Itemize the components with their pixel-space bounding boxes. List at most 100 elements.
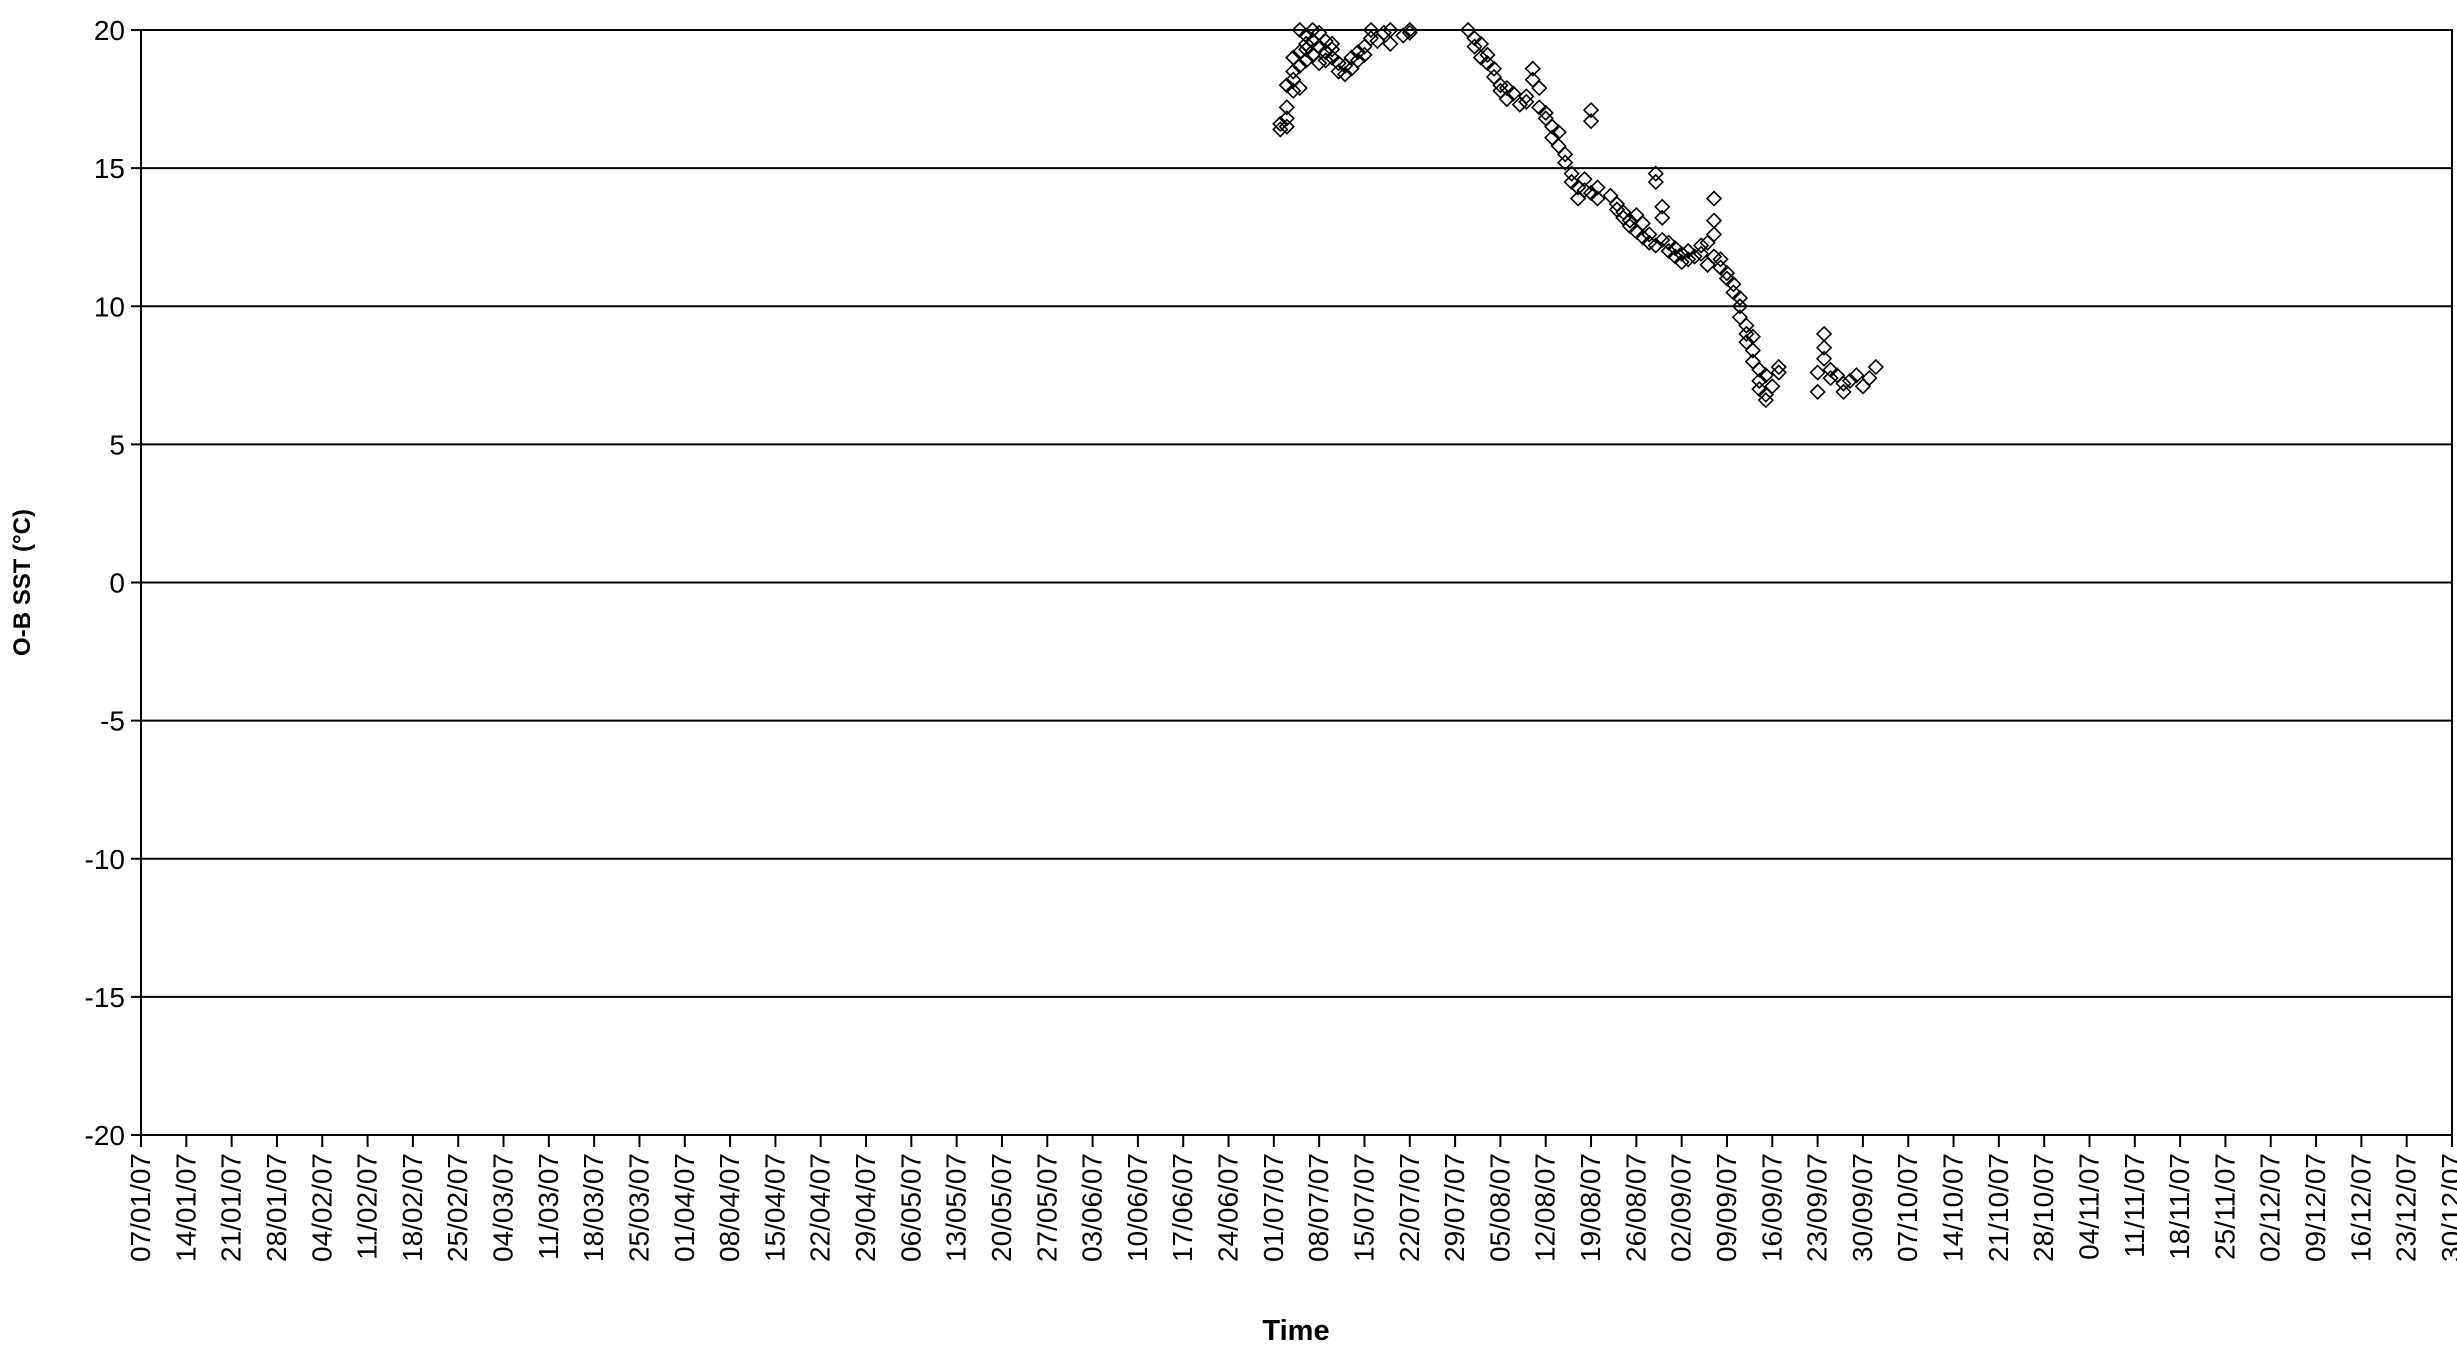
data-point: [1518, 88, 1535, 105]
y-tick-label: 0: [109, 568, 125, 599]
data-point: [1705, 212, 1723, 229]
data-point: [1278, 99, 1295, 116]
data-point: [1815, 325, 1833, 343]
x-tick-label: 10/06/07: [1122, 1153, 1153, 1262]
data-point: [1835, 383, 1852, 401]
data-point: [1362, 21, 1380, 39]
x-tick-label: 25/03/07: [623, 1153, 654, 1262]
data-point: [1524, 60, 1541, 77]
data-point: [1485, 68, 1503, 86]
x-tick-label: 28/10/07: [2028, 1153, 2059, 1262]
data-point: [1485, 60, 1503, 77]
data-point: [1692, 245, 1710, 262]
data-point: [1531, 79, 1548, 97]
x-tick-label: 13/05/07: [941, 1153, 972, 1262]
x-tick-label: 02/12/07: [2255, 1153, 2286, 1262]
x-tick-label: 14/10/07: [1938, 1153, 1969, 1262]
data-point: [1285, 63, 1302, 80]
data-point: [1479, 46, 1496, 63]
x-tick-label: 25/11/07: [2209, 1153, 2240, 1260]
data-point: [1673, 253, 1690, 271]
data-point: [1835, 375, 1852, 392]
x-tick-label: 11/11/07: [2119, 1153, 2150, 1258]
data-point: [1848, 367, 1865, 384]
data-point: [1401, 21, 1418, 39]
y-axis-title: O-B SST (°C): [9, 509, 36, 656]
data-point: [1557, 146, 1574, 163]
data-point: [1589, 190, 1606, 207]
data-point: [1738, 325, 1755, 343]
data-point: [1686, 248, 1703, 265]
data-point: [1317, 52, 1334, 69]
data-point: [1615, 209, 1632, 226]
data-point: [1647, 165, 1664, 182]
x-tick-label: 09/12/07: [2300, 1153, 2331, 1262]
x-tick-label: 18/11/07: [2164, 1153, 2195, 1260]
x-tick-label: 09/09/07: [1711, 1153, 1742, 1262]
data-point: [1705, 226, 1723, 243]
x-tick-label: 18/03/07: [578, 1153, 609, 1262]
x-tick-label: 20/05/07: [986, 1153, 1017, 1262]
y-tick-label: 20: [94, 15, 125, 46]
x-tick-label: 22/04/07: [805, 1153, 836, 1262]
data-point: [1654, 209, 1671, 226]
x-tick-label: 04/03/07: [488, 1153, 519, 1262]
x-tick-label: 28/01/07: [261, 1153, 292, 1262]
data-point: [1634, 215, 1651, 232]
y-tick-label: -5: [100, 706, 125, 737]
data-point: [1466, 38, 1483, 55]
data-point: [1602, 187, 1619, 204]
x-tick-label: 08/07/07: [1303, 1153, 1334, 1262]
x-tick-label: 17/06/07: [1167, 1153, 1198, 1262]
data-point: [1505, 85, 1522, 102]
data-point: [1615, 204, 1632, 221]
data-point: [1705, 190, 1723, 207]
data-point: [1563, 165, 1580, 182]
data-point: [1311, 24, 1328, 41]
data-point: [1641, 226, 1658, 243]
data-point: [1680, 251, 1697, 268]
data-points: [1272, 21, 1885, 409]
data-point: [1712, 251, 1729, 268]
data-point: [1815, 339, 1833, 356]
data-point: [1395, 27, 1412, 44]
data-point: [1285, 82, 1302, 99]
data-point: [1298, 52, 1315, 69]
data-point: [1492, 82, 1509, 99]
x-axis: 07/01/07 14/01/07 21/01/07 28/01/07 04/02/07…: [125, 1135, 2457, 1262]
y-tick-label: -20: [85, 1120, 125, 1151]
x-tick-label: 11/03/07: [533, 1153, 564, 1260]
data-point: [1692, 237, 1710, 254]
y-axis: 20 15 10 5 0 -5 -10 -15 -20: [85, 15, 141, 1151]
x-tick-label: 14/01/07: [170, 1153, 201, 1262]
data-point: [1298, 35, 1315, 52]
data-point: [1375, 24, 1393, 41]
x-tick-label: 11/02/07: [352, 1153, 383, 1260]
data-point: [1822, 369, 1839, 387]
data-point: [1647, 173, 1664, 191]
x-tick-label: 04/02/07: [306, 1153, 337, 1262]
data-point: [1608, 201, 1626, 218]
x-tick-label: 08/04/07: [714, 1153, 745, 1262]
x-tick-label: 23/09/07: [1802, 1153, 1833, 1262]
data-point: [1815, 350, 1833, 367]
x-tick-label: 12/08/07: [1530, 1153, 1561, 1262]
data-point: [1582, 113, 1600, 130]
y-tick-label: 15: [94, 153, 125, 184]
x-tick-label: 01/07/07: [1258, 1153, 1289, 1262]
data-point: [1764, 378, 1781, 395]
x-tick-label: 22/07/07: [1394, 1153, 1425, 1262]
x-tick-label: 04/11/07: [2073, 1153, 2104, 1260]
x-tick-label: 15/04/07: [759, 1153, 790, 1262]
x-tick-label: 07/01/07: [125, 1153, 156, 1262]
x-tick-label: 26/08/07: [1620, 1153, 1651, 1262]
data-point: [1731, 298, 1749, 315]
x-tick-label: 19/08/07: [1575, 1153, 1606, 1262]
data-point: [1841, 372, 1859, 389]
data-point: [1589, 179, 1606, 196]
data-point: [1356, 46, 1373, 63]
data-point: [1647, 237, 1664, 254]
data-point: [1770, 358, 1787, 376]
data-point: [1809, 364, 1826, 381]
